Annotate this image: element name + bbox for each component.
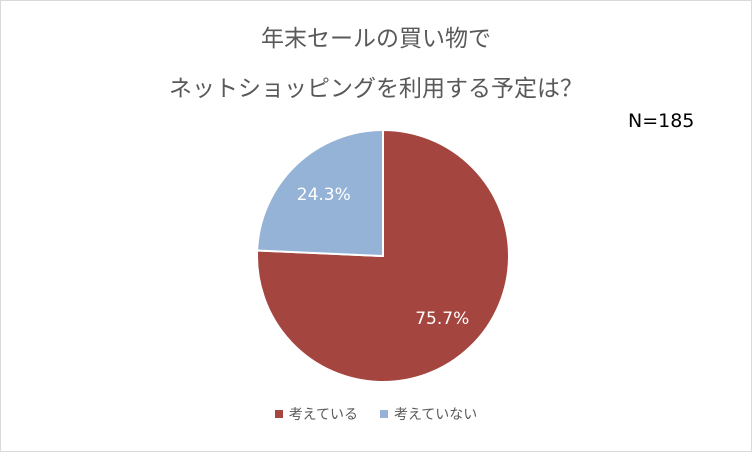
legend-label-considering: 考えている	[288, 407, 358, 423]
chart-title-line-1: 年末セールの買い物で	[261, 26, 491, 52]
legend-item-not-considering: 考えていない	[380, 404, 477, 424]
data-label-considering: 75.7%	[415, 309, 469, 329]
chart-title-line-2: ネットショッピングを利用する予定は？	[169, 76, 583, 102]
legend-swatch-not-considering	[380, 410, 388, 418]
legend-item-considering: 考えている	[274, 404, 358, 424]
legend-label-not-considering: 考えていない	[394, 407, 478, 423]
pie-slice-considering	[256, 128, 510, 383]
sample-size-annotation: N=185	[628, 110, 695, 132]
data-label-not-considering: 24.3%	[297, 185, 351, 205]
legend-swatch-considering	[274, 410, 283, 418]
pie-slice-not-considering	[256, 128, 384, 258]
legend: 考えている 考えていない	[0, 404, 752, 424]
